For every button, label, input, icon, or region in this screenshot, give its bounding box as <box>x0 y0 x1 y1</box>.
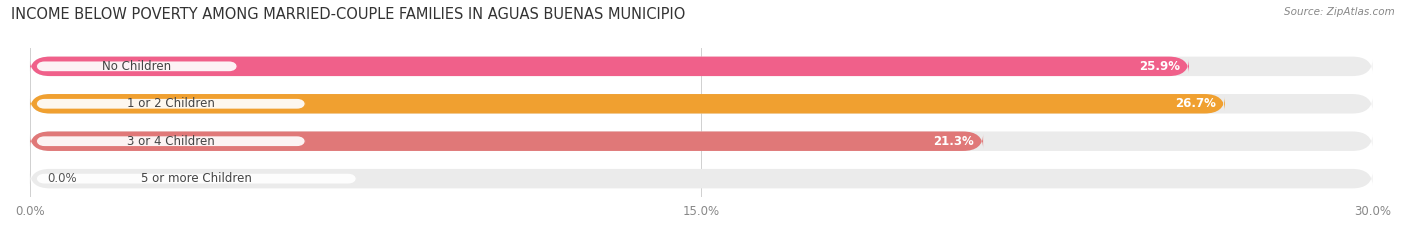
FancyBboxPatch shape <box>30 131 1372 151</box>
FancyBboxPatch shape <box>37 136 305 146</box>
Text: 5 or more Children: 5 or more Children <box>141 172 252 185</box>
FancyBboxPatch shape <box>37 62 238 71</box>
Text: 21.3%: 21.3% <box>934 135 974 148</box>
Text: 26.7%: 26.7% <box>1175 97 1216 110</box>
Text: 25.9%: 25.9% <box>1139 60 1180 73</box>
Text: 1 or 2 Children: 1 or 2 Children <box>127 97 215 110</box>
FancyBboxPatch shape <box>37 99 305 109</box>
FancyBboxPatch shape <box>30 57 1372 76</box>
Text: 0.0%: 0.0% <box>48 172 77 185</box>
FancyBboxPatch shape <box>30 57 1189 76</box>
Text: INCOME BELOW POVERTY AMONG MARRIED-COUPLE FAMILIES IN AGUAS BUENAS MUNICIPIO: INCOME BELOW POVERTY AMONG MARRIED-COUPL… <box>11 7 686 22</box>
FancyBboxPatch shape <box>30 94 1372 113</box>
Text: No Children: No Children <box>103 60 172 73</box>
FancyBboxPatch shape <box>30 169 1372 188</box>
FancyBboxPatch shape <box>37 174 356 184</box>
FancyBboxPatch shape <box>30 94 1225 113</box>
FancyBboxPatch shape <box>30 131 983 151</box>
Text: Source: ZipAtlas.com: Source: ZipAtlas.com <box>1284 7 1395 17</box>
Text: 3 or 4 Children: 3 or 4 Children <box>127 135 215 148</box>
